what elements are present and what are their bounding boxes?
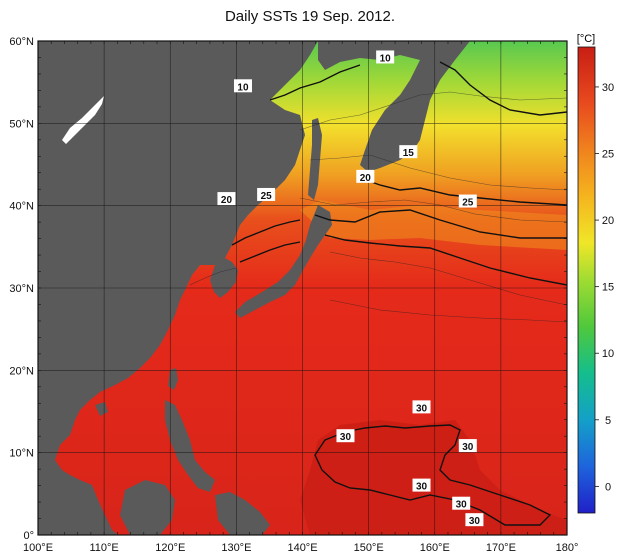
contour-label: 30	[412, 478, 431, 493]
contour-label-text: 30	[462, 442, 474, 453]
contour-label-text: 10	[380, 53, 392, 64]
land-philippines	[165, 400, 215, 492]
colorbar-ticks: 0 5 10 15 20 25 30	[595, 82, 614, 493]
colorbar-tick-label: 10	[602, 348, 614, 360]
contour-label-text: 20	[221, 195, 233, 206]
lat-tick-label: 40°N	[9, 201, 34, 213]
map-title: Daily SSTs 19 Sep. 2012.	[224, 8, 396, 25]
contour-label-text: 30	[416, 403, 428, 414]
contour-label-text: 20	[360, 173, 372, 184]
contour-label-box	[336, 429, 355, 443]
colorbar-gradient	[577, 46, 596, 514]
contour-label-text: 30	[456, 500, 468, 511]
map-axes: 60°N 50°N 40°N 30°N 20°N 10°N 0°100°E 110°E 120°…	[9, 36, 578, 554]
colorbar-unit: [°C]	[577, 33, 595, 45]
colorbar-tick-label: 30	[602, 82, 614, 94]
contour-label-box	[356, 169, 375, 183]
lon-tick-label: 170°E	[486, 542, 516, 554]
contour-label-box	[465, 513, 484, 527]
lat-tick-label: 0°	[23, 530, 34, 542]
colorbar-tick-label: 25	[602, 149, 614, 161]
contour-label-box	[412, 400, 431, 414]
contour-label-box	[257, 187, 276, 201]
contour-label: 15	[399, 145, 418, 159]
contour-label-box	[458, 439, 477, 453]
contour-label: 30	[452, 496, 471, 511]
contour-label-box	[233, 79, 252, 93]
lake-baikal	[62, 96, 104, 144]
contour-label-text: 25	[261, 191, 273, 202]
lon-tick-label: 160°E	[420, 542, 450, 554]
graticule	[38, 41, 567, 535]
colorbar-tick-label: 15	[602, 282, 614, 294]
contour-label-box	[399, 145, 418, 159]
lon-tick-label: 110°E	[89, 542, 118, 554]
lon-tick-label: 140°E	[287, 542, 317, 554]
warm-pool	[300, 420, 567, 535]
contour-30-warm-pool	[314, 424, 552, 526]
land-islands-south	[215, 492, 270, 535]
lon-tick-label: 130°E	[221, 542, 251, 554]
contour-label: 10	[233, 79, 252, 93]
contour-label-text: 30	[416, 482, 428, 493]
contour-label-text: 15	[403, 148, 415, 159]
contour-label: 30	[465, 513, 484, 527]
lat-tick-label: 30°N	[9, 283, 34, 295]
contour-label: 20	[217, 192, 236, 206]
contour-label-text: 10	[237, 82, 249, 93]
lon-tick-label: 150°E	[354, 542, 384, 554]
colorbar: [°C] 0 5 10 15 20 25 30	[577, 33, 614, 514]
contour-label: 25	[257, 187, 276, 202]
land-sakhalin	[308, 118, 322, 200]
contour-label: 30	[336, 429, 355, 443]
lon-tick-label: 100°E	[23, 542, 53, 554]
contour-25-sea-of-japan	[239, 241, 301, 263]
map-plot-area	[38, 41, 567, 535]
lat-tick-label: 10°N	[9, 448, 34, 460]
contour-label-box	[412, 478, 431, 492]
contour-label-box	[452, 496, 471, 510]
lat-tick-label: 20°N	[9, 365, 34, 377]
sst-contours	[231, 61, 567, 526]
land-kamchatka	[318, 41, 470, 172]
contour-label: 30	[412, 400, 431, 414]
contour-label-box	[217, 192, 236, 206]
contour-label-box	[458, 194, 477, 208]
contour-label-text: 25	[462, 198, 474, 209]
sst-minor-contours	[189, 91, 567, 323]
contour-10-west	[269, 64, 361, 101]
colorbar-tick-label: 5	[605, 415, 611, 427]
lat-tick-label: 50°N	[9, 118, 34, 130]
contour-label: 25	[458, 194, 477, 209]
lon-tick-label: 120°E	[155, 542, 185, 554]
lon-tick-label: 180°	[556, 542, 579, 554]
contour-label: 30	[458, 439, 477, 453]
subtropical-front-band	[300, 200, 567, 250]
land-borneo	[120, 480, 175, 535]
contour-label: 10	[376, 50, 395, 64]
contour-25-pacific	[324, 234, 567, 286]
land-japan	[235, 205, 332, 318]
contour-label: 20	[356, 169, 375, 184]
contour-10-east	[439, 61, 567, 116]
contour-20-sea-of-japan	[231, 219, 301, 246]
lat-tick-label: 60°N	[9, 36, 34, 48]
contour-label-text: 30	[469, 516, 481, 527]
contour-label-text: 30	[340, 432, 352, 443]
contour-20-pacific	[314, 209, 567, 239]
contour-label-box	[376, 50, 395, 64]
land-hainan	[95, 402, 108, 416]
colorbar-tick-label: 20	[602, 215, 614, 227]
colorbar-tick-label: 0	[605, 481, 611, 493]
